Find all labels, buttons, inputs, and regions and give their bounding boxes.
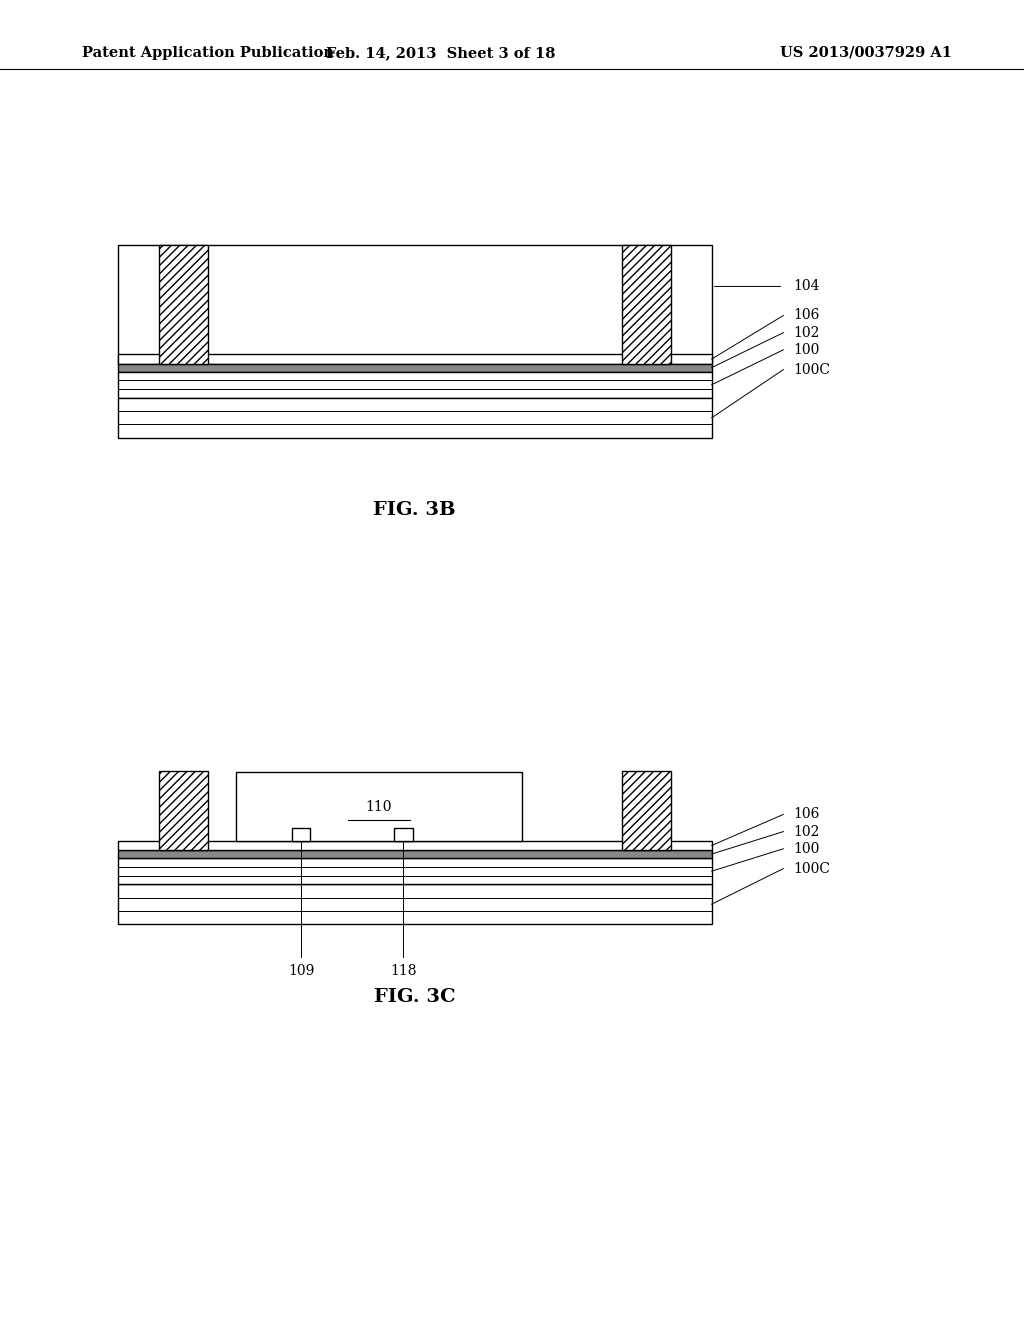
- Text: 110: 110: [366, 800, 392, 813]
- Text: 106: 106: [794, 309, 820, 322]
- Bar: [118, 354, 712, 363]
- Bar: [159, 771, 208, 850]
- Bar: [118, 399, 712, 438]
- Bar: [236, 772, 522, 841]
- Text: 100: 100: [794, 343, 820, 356]
- Text: 102: 102: [794, 326, 820, 339]
- Text: 104: 104: [794, 280, 820, 293]
- Text: FIG. 3B: FIG. 3B: [374, 502, 456, 519]
- Bar: [118, 363, 712, 372]
- Text: 106: 106: [794, 808, 820, 821]
- Bar: [118, 246, 712, 363]
- Text: US 2013/0037929 A1: US 2013/0037929 A1: [780, 46, 952, 59]
- Bar: [118, 850, 712, 858]
- Text: 100C: 100C: [794, 862, 830, 875]
- Text: 109: 109: [288, 964, 314, 978]
- Text: 100: 100: [794, 842, 820, 855]
- Bar: [622, 246, 671, 363]
- Text: Feb. 14, 2013  Sheet 3 of 18: Feb. 14, 2013 Sheet 3 of 18: [326, 46, 555, 59]
- Bar: [622, 771, 671, 850]
- Text: 102: 102: [794, 825, 820, 838]
- Bar: [159, 246, 208, 363]
- Bar: [292, 828, 310, 841]
- Bar: [118, 884, 712, 924]
- Bar: [118, 841, 712, 850]
- Text: 118: 118: [390, 964, 417, 978]
- Text: FIG. 3C: FIG. 3C: [374, 987, 456, 1006]
- Text: 100C: 100C: [794, 363, 830, 376]
- Bar: [394, 828, 413, 841]
- Text: Patent Application Publication: Patent Application Publication: [82, 46, 334, 59]
- Bar: [118, 372, 712, 399]
- Bar: [118, 858, 712, 884]
